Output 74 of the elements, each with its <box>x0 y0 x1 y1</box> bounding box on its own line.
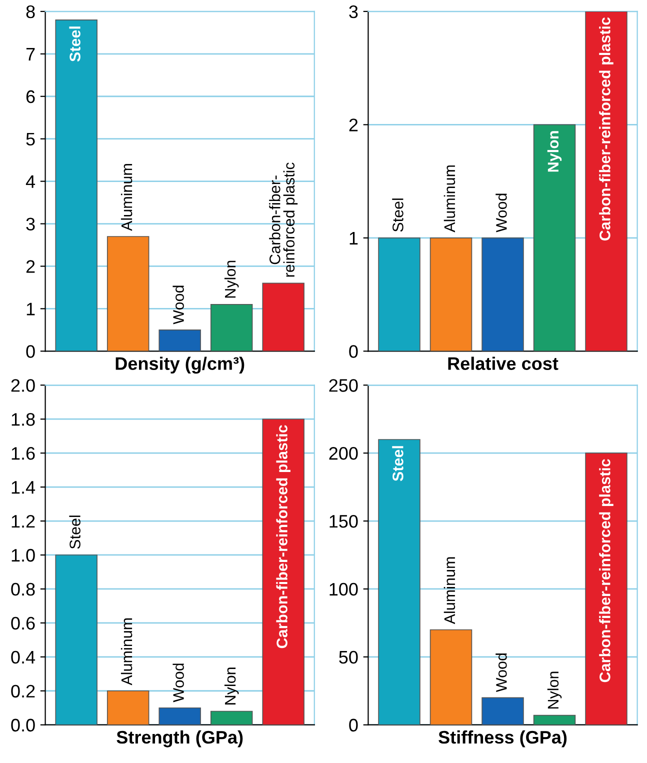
y-tick-label: 0.4 <box>11 650 36 664</box>
bar <box>430 629 472 725</box>
y-tick-label: 1.6 <box>12 447 35 460</box>
category-label: Aluminum <box>120 618 132 686</box>
bar <box>106 236 150 352</box>
bar <box>262 418 304 725</box>
y-tick-label: 3 <box>26 218 35 230</box>
category-label: Nylon <box>547 131 562 172</box>
bar <box>482 697 524 725</box>
y-tick-label: 2.0 <box>11 379 35 392</box>
y-tick-label: 200 <box>329 447 358 460</box>
y-tick-label: 7 <box>26 48 35 60</box>
bar <box>210 304 253 352</box>
category-label: Steel <box>69 516 80 549</box>
y-tick-label: 0 <box>349 718 358 732</box>
y-tick-label: 0 <box>26 345 35 358</box>
bar <box>585 452 628 725</box>
y-tick-label: 1.4 <box>12 481 36 494</box>
bar <box>210 710 253 725</box>
category-label: Nylon <box>224 260 239 298</box>
y-tick-label: 1.8 <box>12 413 35 426</box>
y-tick-label: 6 <box>26 90 35 104</box>
y-tick-label: 100 <box>330 582 358 596</box>
category-label: Steel <box>392 198 404 232</box>
bar <box>378 439 420 725</box>
category-label: Steel <box>392 446 404 482</box>
y-tick-label: 0.8 <box>11 582 35 596</box>
category-label: Wood <box>496 653 507 692</box>
category-label: Nylon <box>547 672 562 709</box>
y-tick-label: 50 <box>339 650 358 664</box>
bar <box>430 238 472 352</box>
y-tick-label: 2 <box>349 118 358 132</box>
category-label: Carbon-fiber-reinforced plastic <box>276 425 290 648</box>
category-label: Wood <box>496 194 507 232</box>
category-label: Carbon-fiber-reinforced plastic <box>599 17 614 240</box>
category-label: Nylon <box>224 668 239 704</box>
category-label: Wood <box>172 286 184 324</box>
bar <box>106 690 150 725</box>
bar <box>158 330 201 352</box>
bar <box>55 20 98 352</box>
bar <box>158 707 201 725</box>
y-tick-label: 1 <box>26 302 35 316</box>
category-label: Steel <box>69 26 80 62</box>
category-label: Aluminum <box>444 165 456 232</box>
category-label: Aluminum <box>120 164 132 231</box>
y-tick-label: 4 <box>26 175 36 188</box>
category-label: Wood <box>172 664 184 702</box>
x-axis-title: Strength (GPa) <box>116 730 243 748</box>
y-tick-label: 250 <box>329 379 358 392</box>
y-tick-label: 2 <box>26 260 35 273</box>
bar <box>533 124 576 352</box>
category-label: Carbon-fiber- reinforced plastic <box>269 162 298 277</box>
y-tick-label: 0.6 <box>11 616 35 630</box>
bar <box>262 282 304 352</box>
bar <box>533 714 576 725</box>
x-axis-title: Density (g/cm³) <box>116 356 244 374</box>
y-tick-label: 0.2 <box>11 684 35 698</box>
x-axis-title: Stiffness (GPa) <box>438 730 567 748</box>
y-tick-label: 0 <box>349 345 358 358</box>
y-tick-label: 1 <box>350 232 358 244</box>
y-tick-label: 0.0 <box>11 718 35 732</box>
bar <box>378 238 420 352</box>
y-tick-label: 1.0 <box>12 548 35 562</box>
y-tick-label: 150 <box>330 514 358 528</box>
y-tick-label: 5 <box>26 132 35 146</box>
y-tick-label: 8 <box>26 5 35 18</box>
y-tick-label: 1.2 <box>12 514 35 528</box>
category-label: Aluminum <box>444 557 456 624</box>
bar <box>55 554 98 725</box>
x-axis-title: Relative cost <box>448 356 558 370</box>
y-tick-label: 3 <box>349 5 358 18</box>
bar <box>482 238 524 352</box>
category-label: Carbon-fiber-reinforced plastic <box>599 459 614 682</box>
bar <box>585 11 628 352</box>
